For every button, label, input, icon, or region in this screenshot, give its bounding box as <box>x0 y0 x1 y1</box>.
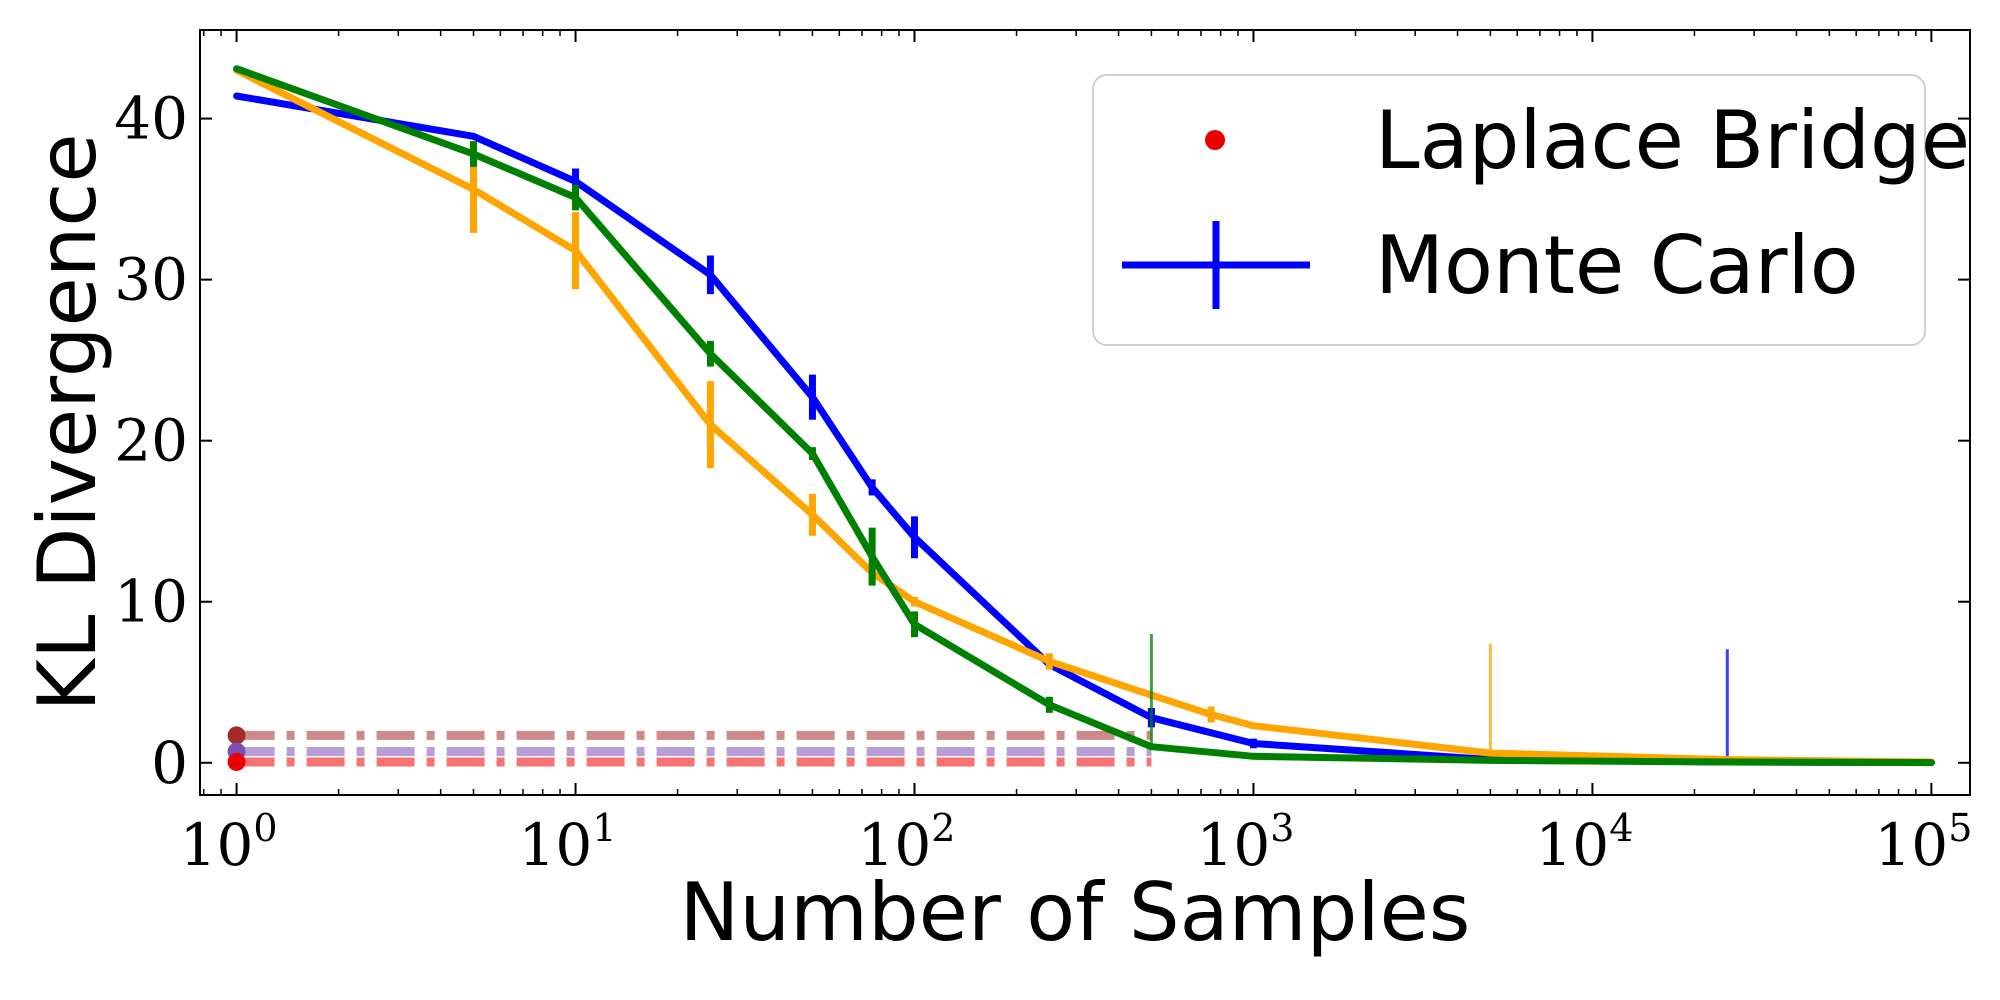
plot-area <box>227 65 1935 771</box>
axes-frame <box>199 29 1971 796</box>
y-tick-label-1: 0 <box>151 729 188 797</box>
legend-box <box>1092 74 1926 346</box>
legend-marker-laplace-bridge <box>1205 130 1225 150</box>
y-tick-label-4: 30 <box>114 246 188 314</box>
legend: Laplace Bridge Monte Carlo <box>1092 74 1970 346</box>
x-axis-title: Number of Samples <box>680 866 1471 959</box>
laplace-bridge-point-3 <box>227 752 246 771</box>
legend-label-1: Laplace Bridge <box>1375 94 1970 187</box>
x-tick-exponent: 2 <box>931 806 955 850</box>
x-tick-base: 10 <box>1535 811 1609 879</box>
x-tick-label-2: 101 <box>519 806 617 879</box>
y-tick-label-2: 10 <box>114 568 188 636</box>
laplace-bridge-point-1 <box>227 726 246 745</box>
x-tick-label-3: 102 <box>857 806 955 879</box>
legend-label-2: Monte Carlo <box>1375 219 1859 312</box>
x-tick-exponent: 4 <box>1609 806 1633 850</box>
monte-carlo-line-2 <box>233 66 1935 766</box>
x-tick-exponent: 5 <box>1948 806 1972 850</box>
x-tick-base: 10 <box>519 811 593 879</box>
x-tick-base: 10 <box>857 811 931 879</box>
y-tick-label-5: 40 <box>114 85 188 153</box>
x-tick-exponent: 3 <box>1270 806 1294 850</box>
x-tick-base: 10 <box>1196 811 1270 879</box>
x-tick-label-1: 100 <box>180 806 278 879</box>
x-tick-exponent: 0 <box>253 806 277 850</box>
y-axis-title: KL Divergence <box>21 133 114 711</box>
y-tick-label-3: 20 <box>114 407 188 475</box>
x-tick-label-4: 103 <box>1196 806 1294 879</box>
x-tick-exponent: 1 <box>592 806 616 850</box>
x-tick-base: 10 <box>1874 811 1948 879</box>
x-tick-label-5: 104 <box>1535 806 1633 879</box>
x-tick-base: 10 <box>180 811 254 879</box>
x-tick-label-6: 105 <box>1874 806 1972 879</box>
